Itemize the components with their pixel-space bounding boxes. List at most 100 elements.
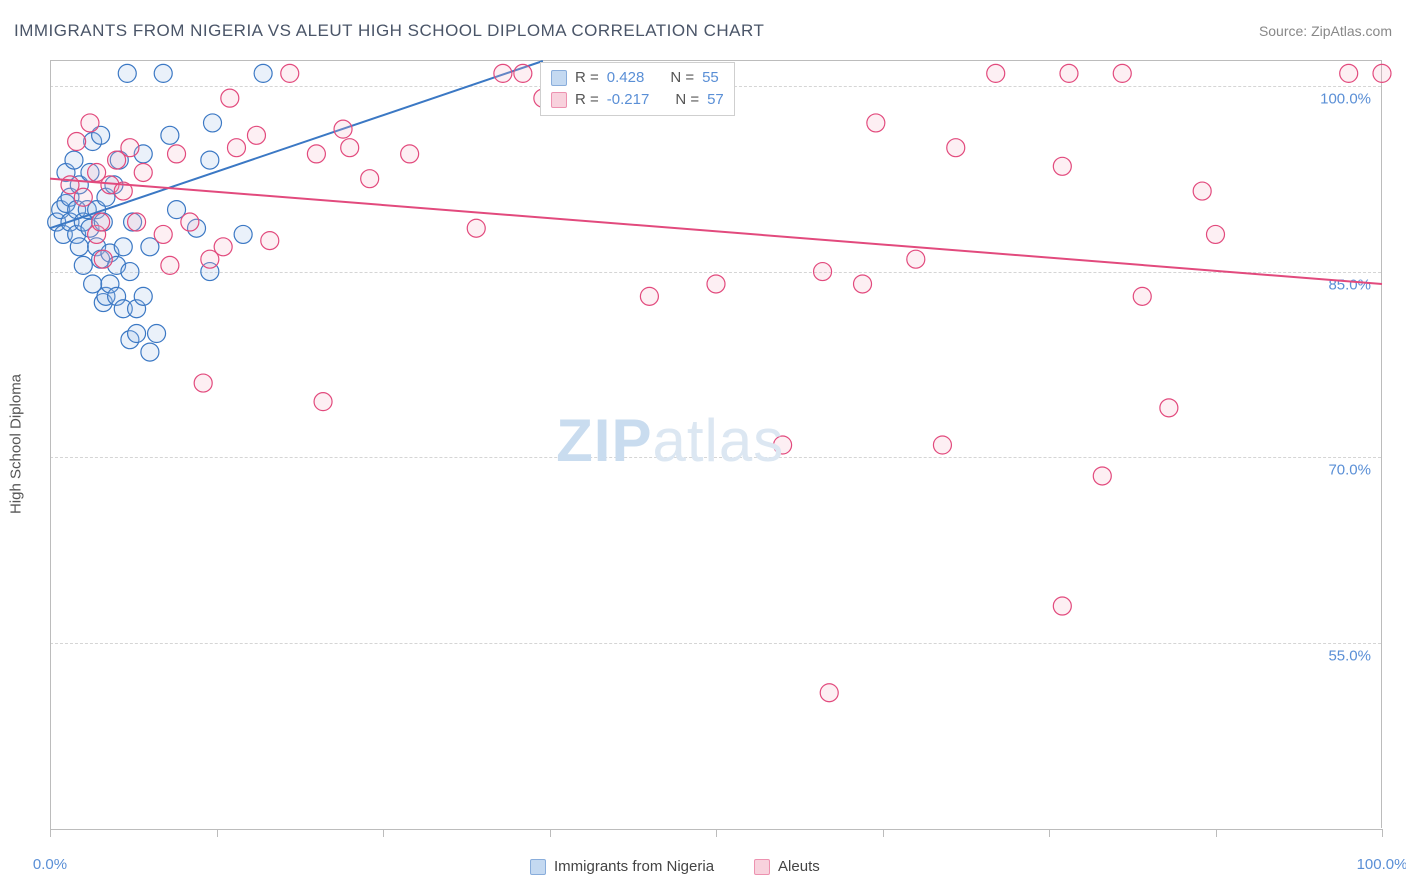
data-point-aleuts [281, 64, 299, 82]
data-point-nigeria [134, 287, 152, 305]
data-point-aleuts [707, 275, 725, 293]
data-point-aleuts [1053, 157, 1071, 175]
data-point-nigeria [148, 325, 166, 343]
x-tick [1382, 829, 1383, 837]
x-tick [1049, 829, 1050, 837]
data-point-aleuts [987, 64, 1005, 82]
data-point-aleuts [128, 213, 146, 231]
data-point-aleuts [1133, 287, 1151, 305]
data-point-aleuts [814, 263, 832, 281]
data-point-aleuts [161, 256, 179, 274]
data-point-aleuts [640, 287, 658, 305]
stats-legend-row-aleuts: R = -0.217 N = 57 [551, 89, 724, 111]
r-value-aleuts: -0.217 [607, 89, 650, 111]
stats-legend: R =0.428N =55R =-0.217N =57 [540, 62, 735, 116]
data-point-aleuts [854, 275, 872, 293]
y-axis-title: High School Diploma [8, 374, 25, 514]
data-point-aleuts [1060, 64, 1078, 82]
legend-swatch-nigeria [551, 70, 567, 86]
x-tick-label: 0.0% [33, 856, 67, 873]
legend-swatch-nigeria [530, 859, 546, 875]
chart-svg [50, 61, 1382, 829]
data-point-aleuts [1093, 467, 1111, 485]
x-tick [550, 829, 551, 837]
title-bar: IMMIGRANTS FROM NIGERIA VS ALEUT HIGH SC… [14, 16, 1392, 46]
data-point-aleuts [334, 120, 352, 138]
series-name-aleuts: Aleuts [778, 858, 820, 875]
x-tick [883, 829, 884, 837]
data-point-aleuts [1160, 399, 1178, 417]
n-label: N = [675, 89, 699, 111]
data-point-aleuts [68, 133, 86, 151]
n-label: N = [670, 67, 694, 89]
data-point-aleuts [1340, 64, 1358, 82]
data-point-nigeria [74, 256, 92, 274]
r-label: R = [575, 89, 599, 111]
data-point-aleuts [820, 684, 838, 702]
data-point-nigeria [114, 238, 132, 256]
data-point-aleuts [154, 225, 172, 243]
data-point-aleuts [947, 139, 965, 157]
data-point-aleuts [247, 126, 265, 144]
data-point-nigeria [154, 64, 172, 82]
data-point-aleuts [907, 250, 925, 268]
data-point-aleuts [314, 393, 332, 411]
data-point-aleuts [933, 436, 951, 454]
data-point-nigeria [65, 151, 83, 169]
data-point-aleuts [134, 163, 152, 181]
r-label: R = [575, 67, 599, 89]
data-point-nigeria [254, 64, 272, 82]
chart-plot-area: 55.0%70.0%85.0%100.0% [50, 60, 1382, 828]
stats-legend-row-nigeria: R = 0.428 N = 55 [551, 67, 724, 89]
series-legend: Immigrants from Nigeria Aleuts [530, 858, 820, 875]
data-point-aleuts [341, 139, 359, 157]
data-point-aleuts [1373, 64, 1391, 82]
x-tick [716, 829, 717, 837]
series-legend-item-nigeria: Immigrants from Nigeria [530, 858, 714, 875]
data-point-nigeria [161, 126, 179, 144]
x-tick [50, 829, 51, 837]
x-tick [217, 829, 218, 837]
legend-swatch-aleuts [754, 859, 770, 875]
data-point-aleuts [81, 114, 99, 132]
data-point-aleuts [214, 238, 232, 256]
data-point-nigeria [70, 238, 88, 256]
data-point-aleuts [1193, 182, 1211, 200]
x-tick-label: 100.0% [1357, 856, 1406, 873]
data-point-aleuts [467, 219, 485, 237]
legend-swatch-aleuts [551, 92, 567, 108]
data-point-aleuts [92, 213, 110, 231]
data-point-nigeria [204, 114, 222, 132]
series-name-nigeria: Immigrants from Nigeria [554, 858, 714, 875]
x-tick [1216, 829, 1217, 837]
data-point-aleuts [74, 188, 92, 206]
data-point-aleuts [194, 374, 212, 392]
data-point-nigeria [128, 325, 146, 343]
data-point-aleuts [168, 145, 186, 163]
data-point-nigeria [141, 343, 159, 361]
n-value-aleuts: 57 [707, 89, 724, 111]
data-point-aleuts [514, 64, 532, 82]
data-point-aleuts [361, 170, 379, 188]
data-point-aleuts [94, 250, 112, 268]
data-point-nigeria [201, 151, 219, 169]
data-point-aleuts [1053, 597, 1071, 615]
series-legend-item-aleuts: Aleuts [754, 858, 820, 875]
data-point-aleuts [401, 145, 419, 163]
data-point-nigeria [118, 64, 136, 82]
data-point-aleuts [1207, 225, 1225, 243]
data-point-aleuts [121, 139, 139, 157]
data-point-aleuts [261, 232, 279, 250]
data-point-aleuts [774, 436, 792, 454]
source-label: Source: ZipAtlas.com [1259, 23, 1392, 39]
data-point-aleuts [867, 114, 885, 132]
chart-title: IMMIGRANTS FROM NIGERIA VS ALEUT HIGH SC… [14, 21, 764, 41]
data-point-aleuts [494, 64, 512, 82]
n-value-nigeria: 55 [702, 67, 719, 89]
data-point-aleuts [221, 89, 239, 107]
data-point-aleuts [1113, 64, 1131, 82]
data-point-nigeria [234, 225, 252, 243]
data-point-aleuts [307, 145, 325, 163]
data-point-aleuts [227, 139, 245, 157]
r-value-nigeria: 0.428 [607, 67, 645, 89]
